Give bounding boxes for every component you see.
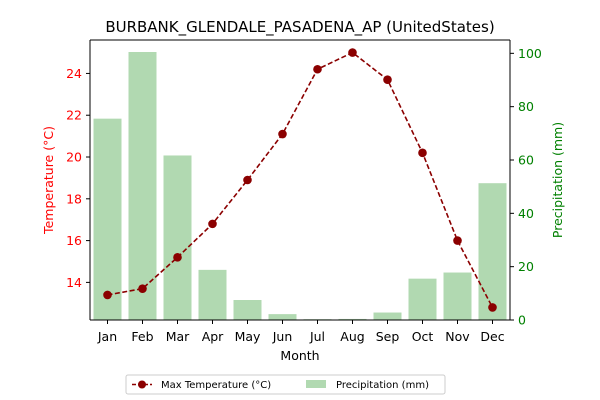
temperature-point-may bbox=[243, 175, 252, 185]
axes: Jan Feb Mar Apr May Jun Jul Aug Sep Oct Nov Dec 14 16… bbox=[66, 39, 542, 344]
temperature-point-sep bbox=[383, 75, 392, 85]
y-left-tick-label-14: 14 bbox=[66, 275, 82, 290]
x-tick-label-apr: Apr bbox=[202, 329, 224, 344]
precipitation-bars bbox=[93, 52, 507, 321]
precip-bar-nov bbox=[443, 272, 472, 320]
legend: Max Temperature (°C) Precipitation (mm) bbox=[125, 374, 446, 395]
y-left-tick-label-24: 24 bbox=[66, 66, 82, 81]
precip-bar-dec bbox=[478, 183, 507, 320]
precip-bar-may bbox=[233, 300, 262, 320]
x-tick-label-sep: Sep bbox=[376, 329, 400, 344]
x-tick-label-jun: Jun bbox=[272, 329, 293, 344]
precip-bar-oct bbox=[408, 278, 437, 320]
temperature-point-nov bbox=[453, 236, 462, 245]
x-tick-label-mar: Mar bbox=[166, 329, 190, 344]
temperature-point-oct bbox=[418, 148, 427, 158]
temperature-point-jun bbox=[278, 129, 287, 139]
y-right-tick-label-100: 100 bbox=[518, 46, 542, 61]
temperature-point-feb bbox=[138, 284, 147, 293]
y-axis-label-right: Precipitation (mm) bbox=[550, 122, 565, 238]
temperature-point-aug bbox=[348, 48, 357, 57]
y-right-tick-label-40: 40 bbox=[518, 206, 534, 221]
x-tick-label-may: May bbox=[235, 329, 261, 344]
x-tick-label-jul: Jul bbox=[309, 329, 325, 344]
y-right-tick-label-20: 20 bbox=[518, 259, 534, 274]
temperature-line-path bbox=[107, 51, 494, 308]
chart-title: BURBANK_GLENDALE_PASADENA_AP (UnitedStat… bbox=[105, 18, 494, 37]
legend-marker-swatch bbox=[138, 380, 146, 389]
y-right-tick-label-80: 80 bbox=[518, 99, 534, 114]
x-tick-label-feb: Feb bbox=[131, 329, 153, 344]
legend-entry-precipitation: Precipitation (mm) bbox=[336, 380, 429, 391]
x-axis-label: Month bbox=[280, 348, 319, 363]
temperature-point-dec bbox=[488, 303, 497, 312]
y-right-tick-label-60: 60 bbox=[518, 153, 534, 168]
precip-bar-jun bbox=[268, 314, 297, 320]
legend-entry-temperature: Max Temperature (°C) bbox=[161, 380, 271, 391]
y-right-tick-label-0: 0 bbox=[518, 313, 526, 328]
precip-bar-apr bbox=[198, 269, 227, 320]
x-tick-label-aug: Aug bbox=[340, 329, 364, 344]
y-axis-label-left: Temperature (°C) bbox=[41, 126, 56, 235]
x-tick-label-jan: Jan bbox=[97, 329, 117, 344]
temperature-line bbox=[103, 48, 497, 312]
precip-bar-mar bbox=[163, 155, 192, 320]
temperature-point-jan bbox=[103, 290, 112, 300]
y-left-tick-label-20: 20 bbox=[66, 150, 82, 165]
x-tick-label-oct: Oct bbox=[412, 329, 434, 344]
precip-bar-feb bbox=[128, 52, 157, 320]
temperature-point-jul bbox=[313, 64, 322, 74]
precip-bar-jan bbox=[93, 118, 122, 321]
legend-bar-swatch bbox=[306, 380, 326, 388]
y-left-tick-label-22: 22 bbox=[66, 108, 82, 123]
temperature-point-mar bbox=[173, 253, 182, 262]
y-left-tick-label-18: 18 bbox=[66, 191, 82, 206]
x-tick-label-nov: Nov bbox=[445, 329, 470, 344]
precip-bar-aug bbox=[338, 318, 367, 320]
x-tick-label-dec: Dec bbox=[480, 329, 504, 344]
legend-box bbox=[125, 374, 446, 395]
precip-bar-sep bbox=[373, 312, 402, 320]
temperature-point-apr bbox=[208, 219, 217, 229]
y-left-tick-label-16: 16 bbox=[66, 233, 82, 248]
